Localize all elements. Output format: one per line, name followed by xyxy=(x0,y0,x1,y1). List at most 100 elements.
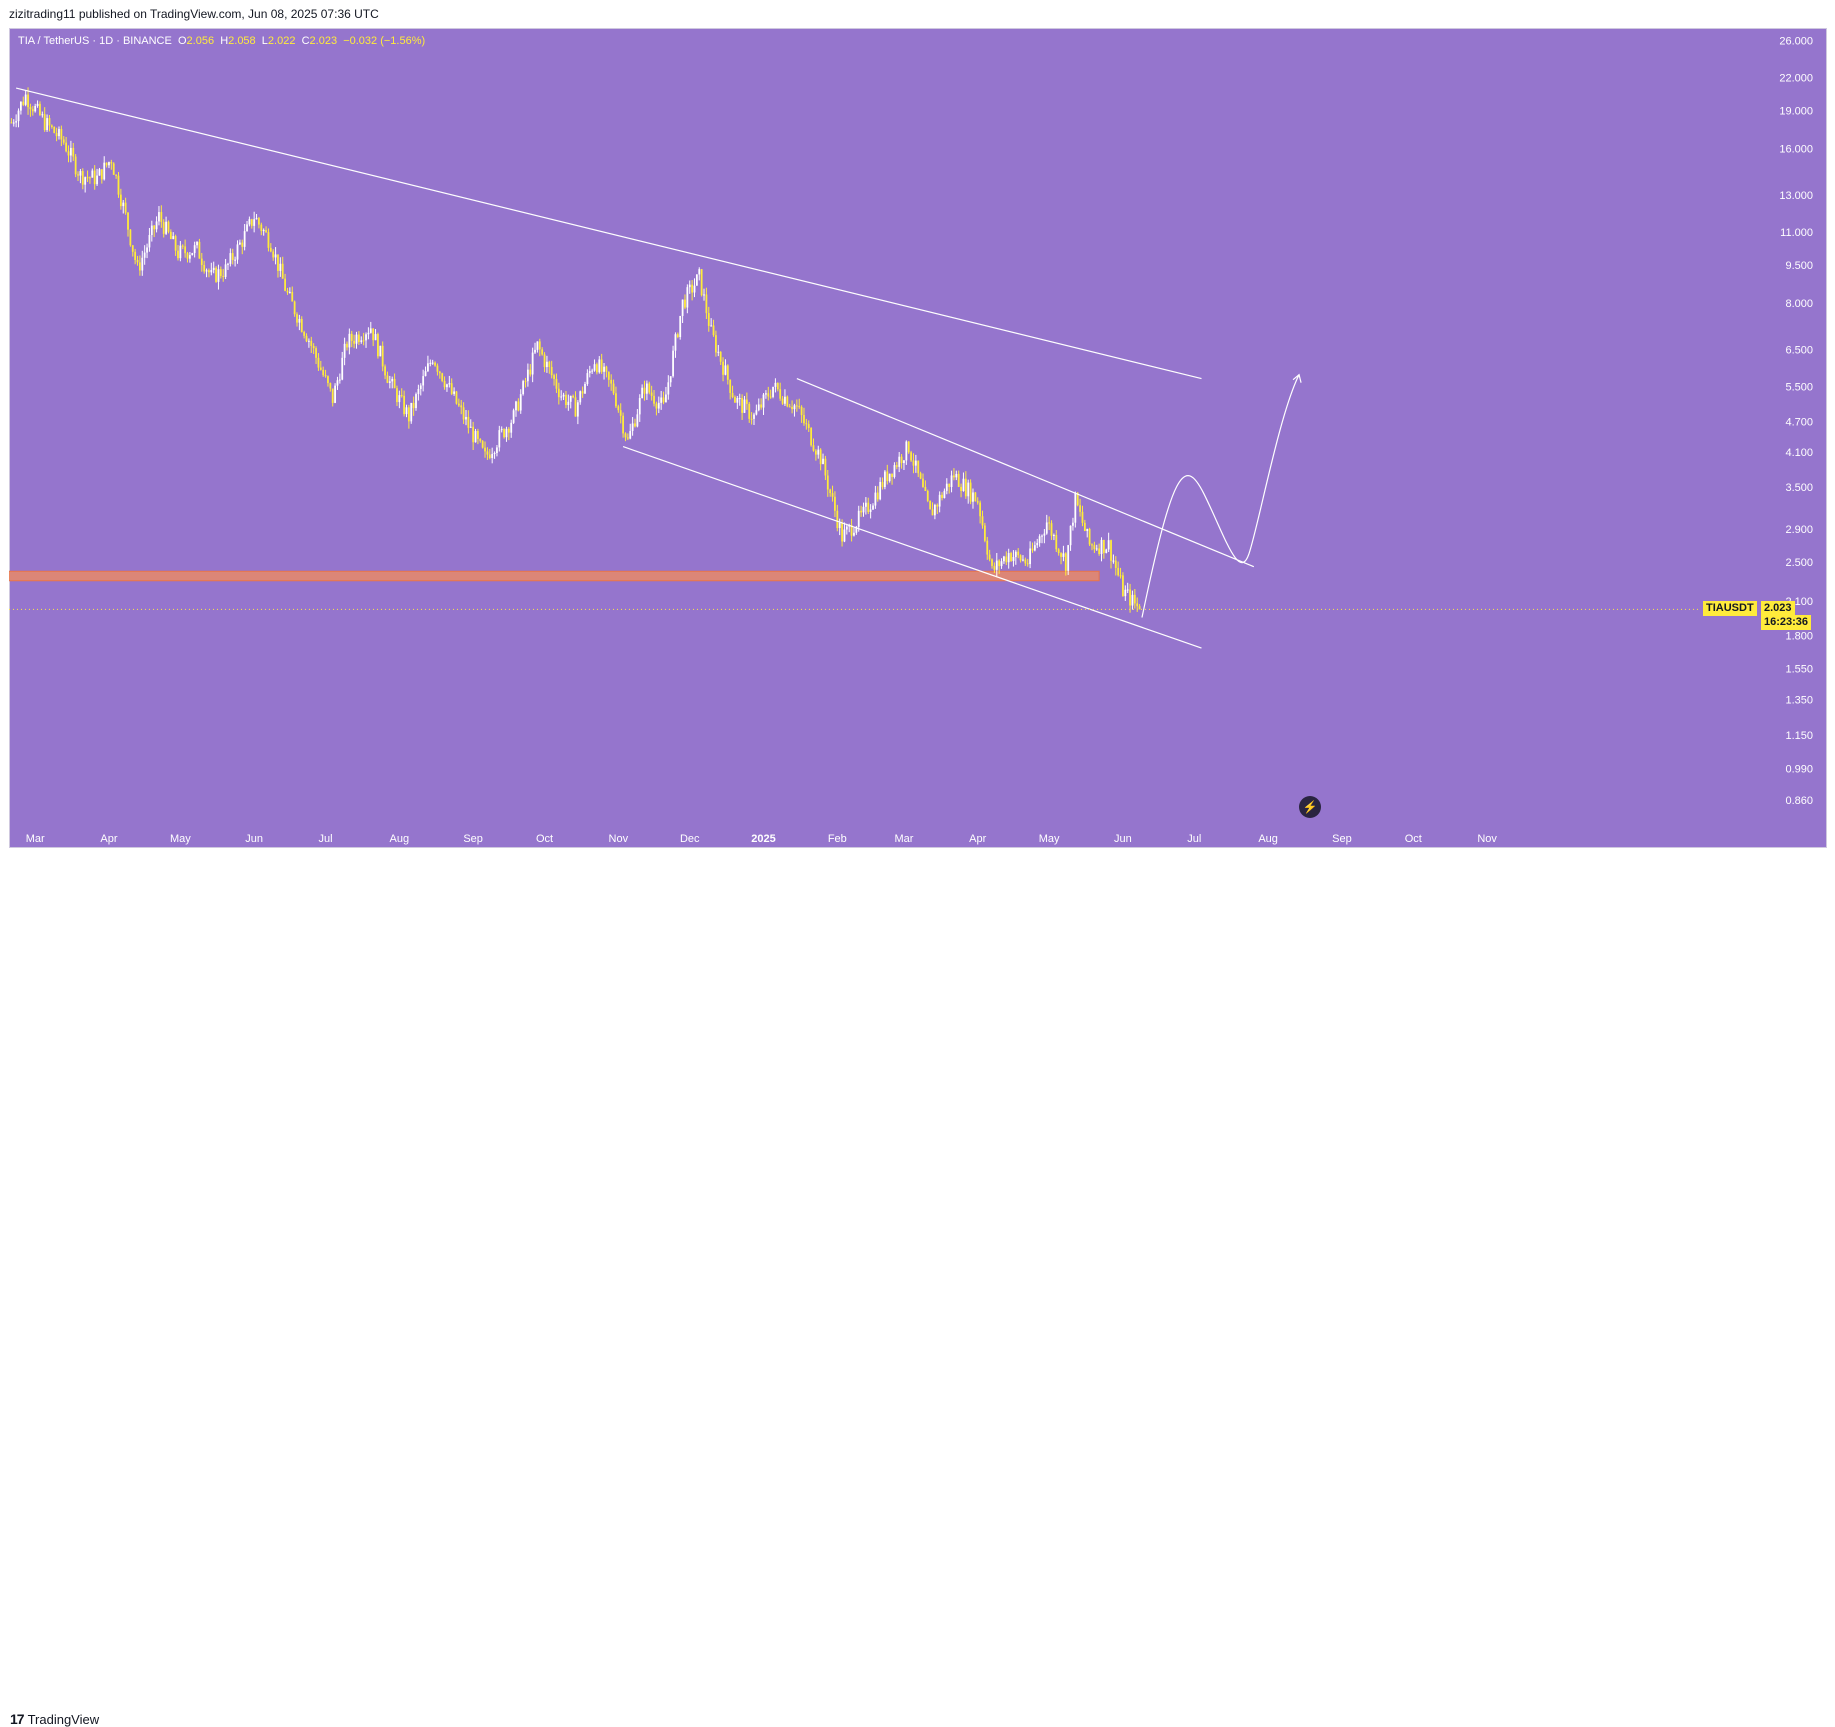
candle-body xyxy=(1138,606,1141,610)
y-tick-label: 1.150 xyxy=(1785,730,1813,742)
candle-body xyxy=(305,335,308,342)
candle-body xyxy=(250,219,253,226)
candle-body xyxy=(776,382,779,390)
candle-body xyxy=(491,453,494,459)
candle-body xyxy=(700,269,703,296)
candle-body xyxy=(219,269,222,276)
candle-body xyxy=(436,365,439,372)
candle-body xyxy=(884,471,886,488)
price-chart[interactable]: 26.000 22.000 19.000 16.000 13.000 11.000 9.50… xyxy=(9,28,1827,848)
candle-body xyxy=(1122,575,1124,597)
candle-body xyxy=(688,284,691,288)
candle-body xyxy=(931,509,934,516)
candle-body xyxy=(817,449,820,455)
candle-body xyxy=(974,492,977,502)
candle-body xyxy=(131,245,134,252)
candle-body xyxy=(507,428,510,433)
candle-body xyxy=(536,341,539,350)
candle-body xyxy=(519,394,522,411)
candle-body xyxy=(119,194,122,207)
candle-body xyxy=(793,405,796,410)
candle-body xyxy=(753,414,755,419)
candle-body xyxy=(981,516,984,526)
candle-body xyxy=(755,410,758,415)
candle-body xyxy=(217,269,220,282)
candle-body xyxy=(169,231,172,240)
candle-body xyxy=(203,264,206,272)
candle-body xyxy=(938,494,941,507)
candle-body xyxy=(1019,555,1022,561)
candle-body xyxy=(741,398,743,413)
candle-body xyxy=(41,114,44,116)
candle-body xyxy=(139,262,141,271)
candle-body xyxy=(772,386,774,397)
candle-body xyxy=(998,560,1001,567)
support-zone xyxy=(9,570,1100,582)
candle-body xyxy=(100,169,103,180)
candle-body xyxy=(446,384,448,388)
candle-body xyxy=(443,380,446,388)
candle-body xyxy=(212,267,215,271)
candle-body xyxy=(1119,575,1122,577)
lightning-icon[interactable]: ⚡ xyxy=(1299,796,1321,818)
candle-body xyxy=(362,340,365,342)
candle-body xyxy=(653,395,655,404)
candle-body xyxy=(1017,551,1020,556)
candle-body xyxy=(112,163,115,175)
candle-body xyxy=(367,332,370,335)
candle-body xyxy=(960,486,962,492)
candle-body xyxy=(486,451,489,455)
candle-body xyxy=(567,401,570,406)
close-label: C xyxy=(301,35,310,47)
candle-body xyxy=(603,366,605,372)
candle-body xyxy=(407,407,410,422)
candle-body xyxy=(1136,603,1139,607)
publish-info: zizitrading11 published on TradingView.c… xyxy=(9,7,379,21)
symbol-legend[interactable]: TIA / TetherUS · 1D · BINANCE O2.056 H2.… xyxy=(18,35,425,47)
candle-body xyxy=(479,438,482,442)
candle-body xyxy=(200,258,203,265)
candle-body xyxy=(593,364,596,371)
candle-body xyxy=(784,396,786,404)
candle-body xyxy=(579,391,582,403)
support-zone-rect xyxy=(9,570,1100,582)
candle-body xyxy=(108,162,110,166)
x-tick-label: Jul xyxy=(319,833,333,845)
candle-body xyxy=(705,294,708,314)
candle-body xyxy=(634,423,636,427)
candle-body xyxy=(1072,522,1074,526)
candle-body xyxy=(881,481,884,488)
candle-body xyxy=(1124,589,1127,597)
candle-body xyxy=(795,405,798,407)
candle-body xyxy=(962,478,965,492)
candle-body xyxy=(69,147,72,156)
x-tick-label: Mar xyxy=(894,833,913,845)
candle-body xyxy=(529,369,532,375)
candle-body xyxy=(843,529,846,542)
candle-body xyxy=(888,473,891,482)
candle-body xyxy=(1098,548,1101,554)
candle-body xyxy=(922,478,924,487)
tradingview-logo-text: TradingView xyxy=(27,1711,100,1727)
tradingview-logo[interactable]: 17 TradingView xyxy=(10,1711,99,1727)
candle-body xyxy=(191,253,194,256)
chart-pane[interactable] xyxy=(9,28,1827,848)
candle-body xyxy=(1041,535,1043,537)
candle-body xyxy=(315,348,317,358)
x-tick-label: Sep xyxy=(1332,833,1352,845)
candle-body xyxy=(115,174,118,176)
candle-body xyxy=(72,147,75,157)
candle-body xyxy=(46,118,48,131)
candle-body xyxy=(284,278,287,291)
candle-body xyxy=(724,365,727,375)
candle-body xyxy=(369,328,372,333)
x-tick-label: May xyxy=(170,833,191,845)
candle-body xyxy=(800,406,803,416)
candle-body xyxy=(957,473,960,487)
candle-body xyxy=(122,202,125,207)
x-tick-label: Aug xyxy=(390,833,410,845)
x-tick-label: Jun xyxy=(245,833,263,845)
candle-body xyxy=(1093,545,1096,550)
candle-body xyxy=(62,139,65,143)
candle-body xyxy=(786,396,789,407)
